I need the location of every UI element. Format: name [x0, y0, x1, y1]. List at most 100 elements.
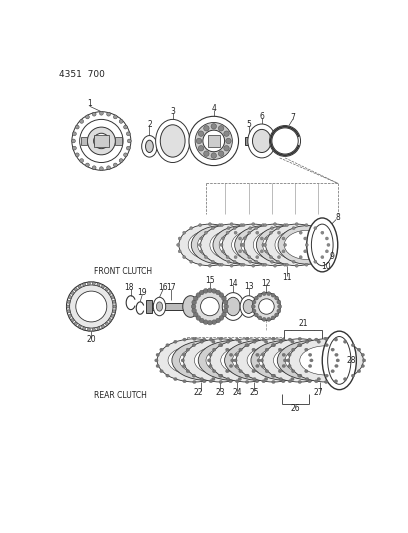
Ellipse shape — [109, 292, 112, 294]
Ellipse shape — [206, 346, 262, 375]
Ellipse shape — [204, 126, 209, 131]
Ellipse shape — [222, 250, 225, 253]
Ellipse shape — [361, 365, 364, 368]
Ellipse shape — [67, 305, 70, 308]
Ellipse shape — [289, 339, 364, 382]
Text: 15: 15 — [205, 276, 215, 285]
Ellipse shape — [211, 260, 215, 263]
Ellipse shape — [192, 300, 197, 305]
Text: 11: 11 — [283, 273, 292, 282]
Ellipse shape — [362, 359, 366, 362]
Ellipse shape — [277, 341, 348, 381]
Ellipse shape — [295, 264, 298, 267]
Ellipse shape — [282, 338, 285, 341]
Ellipse shape — [232, 346, 288, 375]
Ellipse shape — [198, 244, 202, 246]
Ellipse shape — [283, 224, 286, 227]
Ellipse shape — [184, 339, 258, 382]
Ellipse shape — [278, 370, 282, 373]
Ellipse shape — [69, 314, 72, 318]
Ellipse shape — [218, 126, 224, 131]
Ellipse shape — [193, 337, 196, 341]
Ellipse shape — [252, 264, 255, 267]
Ellipse shape — [306, 340, 309, 343]
Ellipse shape — [156, 302, 163, 311]
Ellipse shape — [213, 370, 216, 373]
Ellipse shape — [256, 256, 259, 259]
Ellipse shape — [101, 325, 104, 328]
Ellipse shape — [86, 163, 89, 167]
Ellipse shape — [252, 223, 255, 225]
Text: FRONT CLUTCH: FRONT CLUTCH — [93, 268, 152, 276]
Ellipse shape — [252, 370, 255, 373]
Ellipse shape — [305, 263, 308, 266]
Ellipse shape — [295, 223, 298, 225]
Bar — [148, 303, 191, 310]
Ellipse shape — [180, 346, 235, 375]
Ellipse shape — [251, 341, 322, 381]
Text: 22: 22 — [193, 388, 203, 397]
Ellipse shape — [87, 282, 91, 285]
Ellipse shape — [277, 227, 279, 230]
Ellipse shape — [325, 250, 328, 253]
Ellipse shape — [264, 263, 267, 266]
Ellipse shape — [282, 237, 285, 240]
Ellipse shape — [80, 119, 84, 123]
Ellipse shape — [327, 244, 330, 246]
Ellipse shape — [246, 374, 249, 377]
Ellipse shape — [272, 374, 276, 377]
Ellipse shape — [219, 337, 222, 341]
Ellipse shape — [283, 263, 286, 266]
Ellipse shape — [179, 224, 241, 265]
Ellipse shape — [262, 379, 265, 383]
Ellipse shape — [198, 146, 204, 151]
Ellipse shape — [322, 331, 356, 390]
Ellipse shape — [222, 312, 226, 317]
Ellipse shape — [186, 348, 190, 351]
Ellipse shape — [208, 223, 211, 225]
Ellipse shape — [213, 225, 272, 264]
Ellipse shape — [219, 316, 224, 320]
Ellipse shape — [264, 224, 267, 227]
Ellipse shape — [252, 300, 256, 304]
Ellipse shape — [230, 264, 233, 267]
Ellipse shape — [220, 374, 223, 377]
Ellipse shape — [200, 377, 204, 381]
Ellipse shape — [335, 365, 338, 368]
Text: 28: 28 — [346, 356, 356, 365]
Ellipse shape — [182, 353, 186, 357]
Ellipse shape — [259, 299, 274, 314]
Ellipse shape — [315, 379, 318, 383]
Text: 4: 4 — [211, 104, 216, 113]
Ellipse shape — [220, 344, 223, 346]
Ellipse shape — [325, 237, 328, 240]
Ellipse shape — [67, 300, 70, 303]
Ellipse shape — [255, 313, 258, 317]
Ellipse shape — [277, 256, 281, 259]
Ellipse shape — [200, 318, 204, 323]
Ellipse shape — [211, 227, 215, 230]
Ellipse shape — [76, 291, 107, 322]
Ellipse shape — [283, 359, 287, 362]
Ellipse shape — [235, 379, 239, 383]
Ellipse shape — [262, 353, 265, 357]
Ellipse shape — [282, 353, 286, 357]
Ellipse shape — [160, 125, 185, 157]
Ellipse shape — [80, 119, 123, 163]
Ellipse shape — [119, 119, 123, 123]
Ellipse shape — [277, 300, 281, 304]
Ellipse shape — [127, 139, 131, 143]
Ellipse shape — [113, 310, 115, 313]
Ellipse shape — [153, 297, 166, 316]
Ellipse shape — [221, 346, 273, 375]
Ellipse shape — [239, 370, 242, 373]
Ellipse shape — [321, 231, 324, 234]
Ellipse shape — [275, 296, 279, 300]
Ellipse shape — [182, 365, 186, 368]
Ellipse shape — [209, 379, 213, 383]
Ellipse shape — [272, 381, 275, 384]
Ellipse shape — [282, 379, 285, 383]
Ellipse shape — [242, 263, 245, 266]
Ellipse shape — [292, 227, 295, 230]
Ellipse shape — [208, 264, 211, 267]
